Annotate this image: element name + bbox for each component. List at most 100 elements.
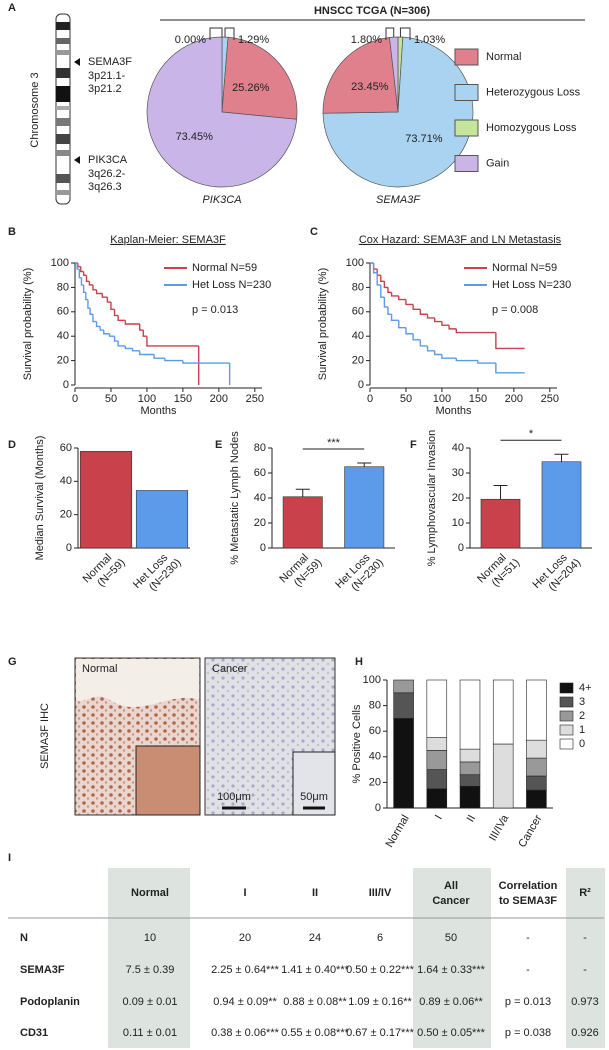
stack-segment	[526, 775, 547, 791]
y-axis-label: Survival probability (%)	[22, 268, 34, 380]
survival-step	[76, 263, 80, 270]
survival-step	[82, 271, 87, 276]
gene-band: 3p21.2	[88, 83, 122, 95]
y-tick-label: 80	[369, 700, 381, 712]
gene-band: 3q26.2-	[88, 168, 126, 180]
y-tick-label: 40	[254, 492, 266, 504]
legend-swatch	[454, 84, 479, 101]
y-tick-label: 40	[369, 751, 381, 763]
y-tick-label: 20	[452, 492, 464, 504]
row-label: Podoplanin	[20, 996, 80, 1008]
x-tick-label: II	[465, 813, 478, 824]
table-header: All	[444, 880, 458, 892]
survival-step	[380, 275, 385, 282]
annotation: p = 0.008	[492, 304, 538, 316]
x-tick-label: Normal(N=59)	[81, 547, 128, 594]
stack-segment	[526, 757, 547, 777]
legend-swatch	[559, 724, 574, 736]
survival-step	[113, 336, 119, 342]
ihc-images	[74, 657, 336, 816]
stack-segment	[526, 789, 547, 809]
survival-step	[92, 314, 97, 323]
survival-step	[103, 330, 110, 335]
pie-name: SEMA3F	[376, 194, 421, 206]
panel-label: A	[8, 2, 16, 14]
survival-step	[87, 299, 91, 309]
survival-step	[383, 297, 388, 308]
survival-step	[153, 354, 165, 359]
survival-step	[495, 332, 525, 350]
legend-swatch	[559, 738, 574, 750]
panel-label: F	[410, 439, 417, 451]
survival-step	[139, 350, 155, 356]
y-tick-label: 100	[363, 674, 381, 686]
stack-segment	[526, 679, 547, 741]
survival-step	[455, 358, 478, 362]
table-cell: 24	[309, 932, 321, 944]
x-tick-label: Normal(N=51)	[475, 547, 522, 594]
panel-label: E	[215, 439, 222, 451]
bar	[344, 466, 385, 549]
y-tick-label: 100	[51, 257, 69, 269]
x-tick-label: 150	[174, 393, 192, 405]
survival-step	[99, 326, 104, 331]
pie-slice	[221, 36, 298, 120]
y-tick-label: 0	[260, 542, 266, 554]
gene-name: SEMA3F	[88, 56, 132, 68]
x-tick-label: Het Loss(N=230)	[131, 547, 184, 600]
chromosome-ideogram	[55, 13, 80, 205]
survival-step	[117, 341, 126, 347]
table-cell: 0.50 ± 0.22***	[346, 964, 415, 976]
legend-swatch	[559, 710, 574, 722]
y-tick-label: 80	[254, 442, 266, 454]
legend-label: 1	[579, 724, 585, 736]
stack-segment	[426, 679, 448, 738]
x-tick-label: 250	[246, 393, 264, 405]
y-tick-label: 80	[352, 281, 364, 293]
significance-label: *	[529, 428, 534, 440]
survival-step	[146, 336, 199, 347]
survival-step	[419, 309, 428, 315]
legend-label: Homozygous Loss	[486, 122, 577, 134]
y-axis-label: Median Survival (Months)	[34, 436, 46, 561]
legend-swatch	[454, 119, 479, 137]
survival-step	[80, 266, 84, 273]
x-tick-label: I	[433, 813, 445, 822]
survival-step	[78, 269, 82, 279]
table-cell: 0.09 ± 0.01	[123, 996, 178, 1008]
pie-name: PIK3CA	[202, 194, 241, 206]
survival-step	[101, 293, 108, 298]
slice-label: 1.03%	[414, 34, 445, 46]
survival-step	[80, 277, 84, 286]
survival-step	[434, 350, 442, 356]
survival-step	[164, 358, 183, 362]
legend-label: Gain	[486, 157, 509, 169]
slice-label: 73.45%	[176, 131, 214, 143]
y-tick-label: 0	[63, 379, 69, 391]
survival-step	[405, 299, 414, 306]
image-label: Normal	[82, 663, 117, 675]
survival-step	[110, 302, 115, 311]
survival-step	[426, 345, 435, 352]
legend-swatch	[454, 155, 479, 172]
slice-label: 0.00%	[175, 34, 206, 46]
panel-label: I	[8, 852, 11, 864]
stack-segment	[459, 774, 481, 787]
table-cell: 1.64 ± 0.33***	[417, 964, 486, 976]
stack-segment	[426, 788, 448, 809]
y-tick-label: 60	[57, 306, 69, 318]
y-tick-label: 80	[57, 281, 69, 293]
y-tick-label: 0	[458, 542, 464, 554]
x-tick-label: III/IVa	[487, 812, 512, 843]
x-tick-label: 0	[72, 393, 78, 405]
y-tick-label: 40	[352, 330, 364, 342]
legend-label: 4+	[579, 682, 592, 694]
panel-label: G	[8, 656, 17, 668]
row-label: N	[20, 932, 28, 944]
stack-segment	[426, 737, 448, 751]
survival-step	[82, 284, 86, 293]
stack-segment	[393, 692, 414, 719]
bar	[282, 496, 323, 549]
survival-step	[495, 363, 525, 374]
